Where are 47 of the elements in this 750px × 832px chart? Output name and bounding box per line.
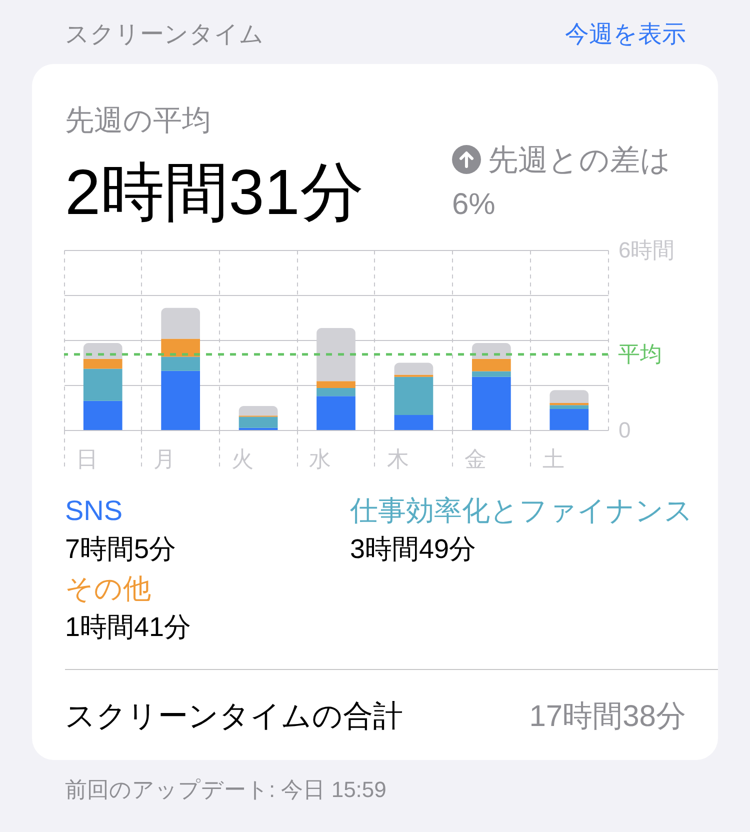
- bar: [394, 376, 434, 415]
- bar: [550, 390, 589, 403]
- bar: [238, 416, 278, 428]
- x-tick-label: 日: [76, 446, 98, 472]
- text: 今週を表示: [565, 20, 686, 50]
- text: 仕事効率化とファイナンス: [350, 494, 693, 528]
- ref-line-label: 平均: [618, 341, 662, 366]
- bar: [316, 388, 356, 396]
- text: 前回のアップデート: 今日 15:59: [65, 776, 386, 804]
- text: スクリーンタイムの合計: [65, 699, 403, 735]
- text: SNS: [65, 494, 123, 528]
- text: 3時間49分: [350, 533, 476, 566]
- bar: [161, 338, 200, 357]
- bar: [83, 343, 122, 359]
- bar: [472, 343, 511, 359]
- bar: [394, 415, 434, 430]
- chart-subtitle: 先週の平均: [65, 104, 211, 139]
- bar: [472, 376, 511, 430]
- bar: [550, 409, 589, 430]
- bar: [161, 356, 200, 371]
- bar: [316, 396, 356, 430]
- bar: [394, 362, 434, 375]
- bar: [238, 406, 278, 416]
- x-tick-label: 水: [309, 446, 332, 472]
- text: 2時間31分: [65, 155, 364, 230]
- bar: [83, 400, 122, 430]
- bar: [472, 371, 511, 377]
- chart-title: スクリーンタイム: [65, 20, 264, 50]
- bar: [161, 308, 200, 339]
- bar: [316, 381, 356, 388]
- text: 先週との差は 6%: [452, 143, 672, 223]
- bar: [83, 358, 122, 369]
- text: 7時間5分: [65, 533, 176, 566]
- bar: [550, 405, 589, 409]
- x-tick-label: 土: [542, 446, 564, 472]
- bar: [472, 358, 511, 372]
- x-tick-label: 火: [231, 446, 254, 472]
- bar: [83, 368, 122, 401]
- text: 1時間41分: [65, 611, 192, 644]
- x-tick-label: 金: [464, 446, 487, 472]
- x-tick-label: 木: [386, 446, 409, 472]
- text: その他: [65, 572, 151, 606]
- y-tick-label: 0: [618, 418, 631, 442]
- x-tick-label: 月: [154, 446, 176, 472]
- bar: [161, 370, 200, 430]
- y-tick-label: 6時間: [618, 238, 675, 262]
- text: 17時間38分: [529, 699, 686, 735]
